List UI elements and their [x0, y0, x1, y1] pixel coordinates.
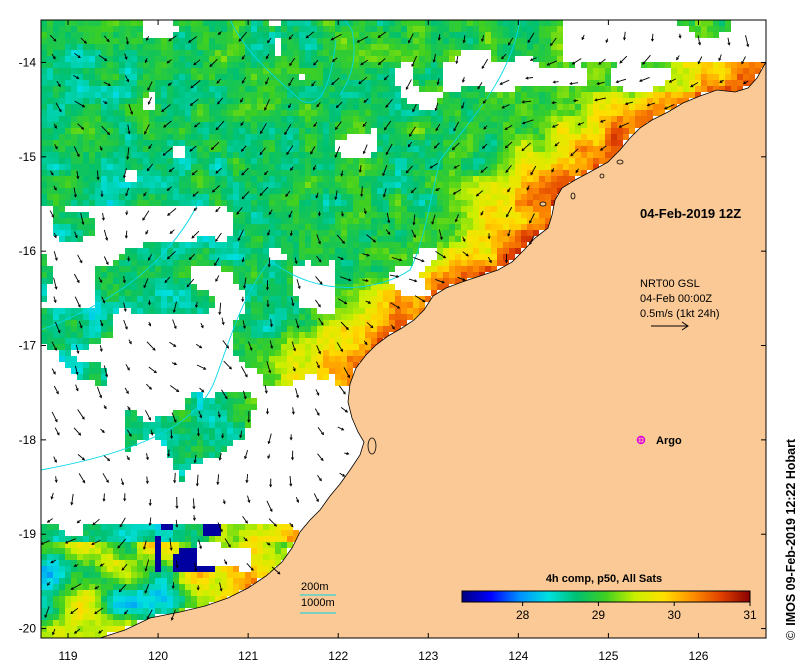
x-tick-label: 126: [688, 649, 708, 663]
x-tick: 119: [58, 20, 78, 663]
y-tick-label: -17: [19, 339, 37, 353]
colorbar-ticks: 28 29 30 31: [516, 602, 757, 622]
colorbar-tick: 28: [516, 602, 530, 622]
colorbar: 4h comp, p50, All Sats 28 29 30 31: [461, 573, 757, 622]
y-tick-label: -18: [19, 433, 37, 447]
x-tick-label: 119: [58, 649, 77, 663]
y-axis-ticks: -14 -15 -16 -17 -18 -19 -20: [19, 55, 766, 636]
y-tick: -16: [19, 244, 766, 258]
x-tick: 124: [508, 20, 529, 663]
x-tick: 126: [688, 20, 709, 663]
x-tick-label: 122: [328, 649, 348, 663]
isobath-200-label: 200m: [301, 581, 329, 593]
y-tick-label: -15: [19, 150, 37, 164]
y-tick-label: -16: [19, 244, 37, 258]
current-legend: NRT00 GSL 04-Feb 00:00Z 0.5m/s (1kt 24h): [640, 278, 719, 331]
y-tick: -17: [19, 339, 766, 353]
colorbar-tick-label: 31: [743, 608, 757, 622]
colorbar-tick-label: 29: [592, 608, 606, 622]
colorbar-gradient: [461, 590, 751, 603]
argo-label: Argo: [656, 435, 682, 447]
colorbar-tick: 31: [743, 602, 757, 622]
x-tick: 123: [418, 20, 439, 663]
y-tick-label: -14: [19, 55, 37, 69]
y-tick: -20: [19, 622, 766, 636]
argo-marker: [636, 435, 646, 445]
plot-area: [41, 20, 766, 638]
credit-text: IMOS 09-Feb-2019 12:22 Hobart: [784, 438, 798, 626]
sst-field: [41, 20, 766, 638]
copyright-symbol: ©: [784, 630, 798, 640]
x-tick-label: 125: [598, 649, 618, 663]
x-tick: 121: [238, 20, 258, 663]
x-tick-label: 120: [148, 649, 168, 663]
current-source-label: NRT00 GSL: [640, 278, 700, 290]
isobath-contours: [41, 20, 521, 471]
current-scale-label: 0.5m/s (1kt 24h): [640, 308, 719, 320]
y-tick: -15: [19, 150, 766, 164]
y-tick-label: -19: [19, 527, 37, 541]
y-tick-label: -20: [19, 622, 37, 636]
y-tick: -18: [19, 433, 766, 447]
scale-arrow: [651, 321, 689, 331]
x-tick: 125: [598, 20, 619, 663]
x-axis-ticks: 119 120 121 122 123 124 125 126: [58, 20, 709, 663]
current-vectors: [41, 31, 750, 636]
colorbar-tick: 29: [592, 602, 606, 622]
isobath-1000-label: 1000m: [301, 597, 335, 609]
isobath-legend: 200m 1000m: [300, 581, 336, 614]
imos-credit: © IMOS 09-Feb-2019 12:22 Hobart: [784, 340, 798, 640]
x-tick-label: 121: [238, 649, 258, 663]
colorbar-tick-label: 28: [516, 608, 530, 622]
colorbar-title: 4h comp, p50, All Sats: [546, 573, 662, 585]
sst-time-label: 04-Feb-2019 12Z: [640, 206, 741, 221]
colorbar-tick: 30: [668, 602, 682, 622]
current-time-label: 04-Feb 00:00Z: [640, 293, 712, 305]
x-tick: 120: [148, 20, 168, 663]
x-tick-label: 123: [418, 649, 438, 663]
plot-border: [40, 19, 767, 639]
y-tick: -19: [19, 527, 766, 541]
y-tick: -14: [19, 55, 766, 69]
x-tick: 122: [328, 20, 349, 663]
x-tick-label: 124: [508, 649, 528, 663]
colorbar-tick-label: 30: [668, 608, 682, 622]
